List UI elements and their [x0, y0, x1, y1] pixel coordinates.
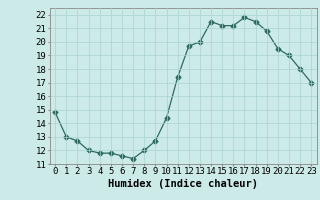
X-axis label: Humidex (Indice chaleur): Humidex (Indice chaleur) [108, 179, 258, 189]
